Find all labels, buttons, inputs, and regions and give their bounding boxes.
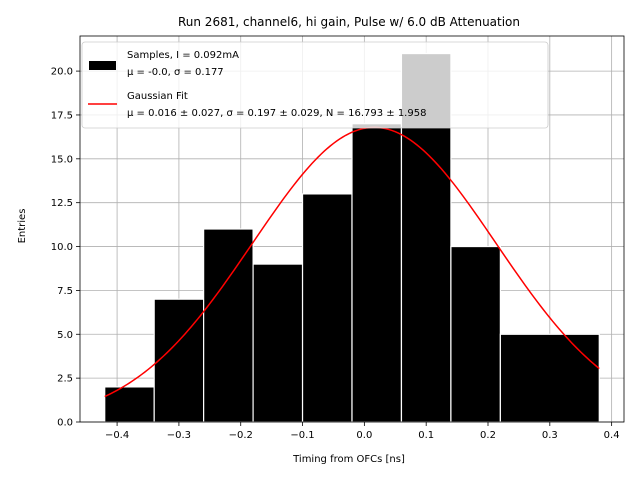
legend-fit-stats: μ = 0.016 ± 0.027, σ = 0.197 ± 0.029, N … bbox=[127, 108, 426, 119]
y-tick-label-8: 20.0 bbox=[51, 67, 73, 78]
axes-frame bbox=[79, 35, 625, 423]
x-tick-label-5: 0.1 bbox=[418, 430, 434, 441]
histogram-bars bbox=[104, 52, 600, 423]
legend-swatch-samples bbox=[89, 61, 116, 70]
histogram-bar-1 bbox=[153, 298, 205, 423]
y-tick-label-3: 7.5 bbox=[57, 286, 73, 297]
y-tick-label-2: 5.0 bbox=[57, 330, 73, 341]
x-tick-label-4: 0.0 bbox=[356, 430, 372, 441]
x-tick-label-0: −0.4 bbox=[105, 430, 129, 441]
x-tick-label-8: 0.4 bbox=[604, 430, 620, 441]
x-axis-ticks: −0.4 −0.3 −0.2 −0.1 0.0 0.1 0.2 0.3 0.4 bbox=[105, 422, 620, 441]
x-tick-label-1: −0.3 bbox=[167, 430, 191, 441]
histogram-bar-2 bbox=[203, 228, 254, 423]
histogram-bar-5 bbox=[351, 123, 403, 423]
x-tick-label-2: −0.2 bbox=[229, 430, 253, 441]
legend: Samples, I = 0.092mA μ = -0.0, σ = 0.177… bbox=[81, 41, 549, 129]
x-tick-label-6: 0.2 bbox=[480, 430, 496, 441]
histogram-bar-7 bbox=[450, 245, 501, 423]
y-tick-label-6: 15.0 bbox=[51, 154, 73, 165]
x-tick-label-7: 0.3 bbox=[542, 430, 558, 441]
y-tick-label-1: 2.5 bbox=[57, 374, 73, 385]
legend-samples-stats: μ = -0.0, σ = 0.177 bbox=[127, 67, 224, 78]
legend-box bbox=[81, 41, 549, 129]
histogram-bar-4 bbox=[301, 193, 353, 423]
legend-samples-label: Samples, I = 0.092mA bbox=[127, 50, 239, 61]
x-axis-label: Timing from OFCs [ns] bbox=[292, 454, 405, 465]
legend-fit-label: Gaussian Fit bbox=[127, 91, 188, 102]
histogram-bar-3 bbox=[252, 263, 304, 423]
y-axis-ticks: 0.0 2.5 5.0 7.5 10.0 12.5 15.0 17.5 20.0 bbox=[51, 67, 80, 429]
histogram-bar-8 bbox=[499, 333, 600, 423]
chart-title: Run 2681, channel6, hi gain, Pulse w/ 6.… bbox=[178, 15, 520, 29]
y-axis-label: Entries bbox=[17, 209, 28, 244]
gaussian-fit-curve bbox=[104, 126, 600, 398]
x-tick-label-3: −0.1 bbox=[290, 430, 314, 441]
y-tick-label-4: 10.0 bbox=[51, 242, 73, 253]
y-tick-label-0: 0.0 bbox=[57, 418, 73, 429]
y-tick-label-5: 12.5 bbox=[51, 198, 73, 209]
y-tick-label-7: 17.5 bbox=[51, 110, 73, 121]
